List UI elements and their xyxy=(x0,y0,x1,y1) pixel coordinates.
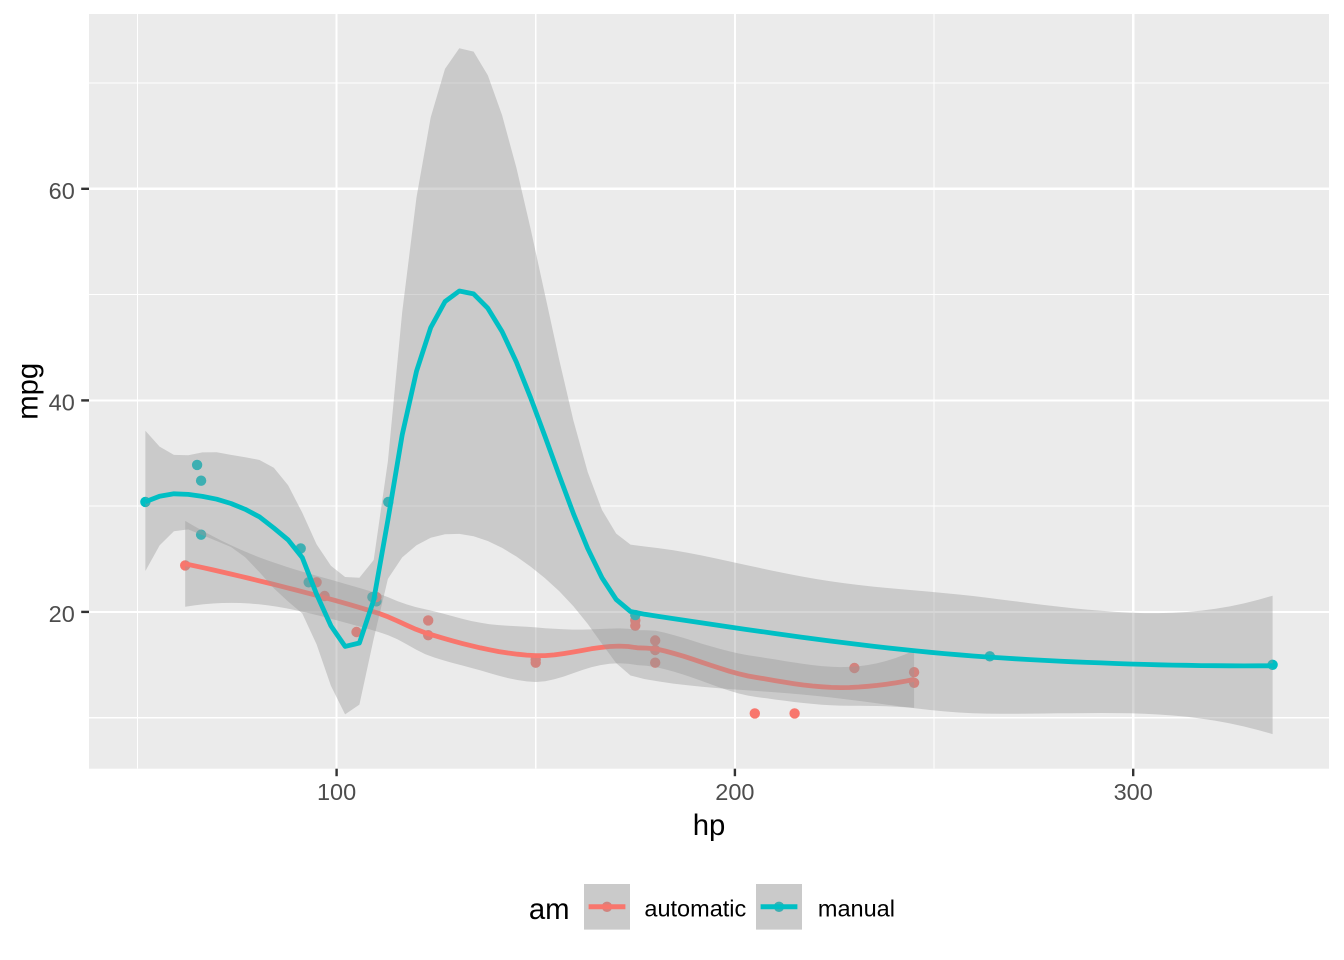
svg-text:200: 200 xyxy=(715,779,754,805)
svg-text:100: 100 xyxy=(317,779,356,805)
svg-text:mpg: mpg xyxy=(12,363,45,420)
svg-text:am: am xyxy=(529,893,570,926)
svg-text:hp: hp xyxy=(693,809,726,842)
svg-text:60: 60 xyxy=(49,178,75,204)
svg-text:40: 40 xyxy=(49,389,75,415)
svg-text:300: 300 xyxy=(1114,779,1153,805)
svg-text:20: 20 xyxy=(49,601,75,627)
svg-text:manual: manual xyxy=(818,896,895,922)
svg-text:automatic: automatic xyxy=(644,896,746,922)
